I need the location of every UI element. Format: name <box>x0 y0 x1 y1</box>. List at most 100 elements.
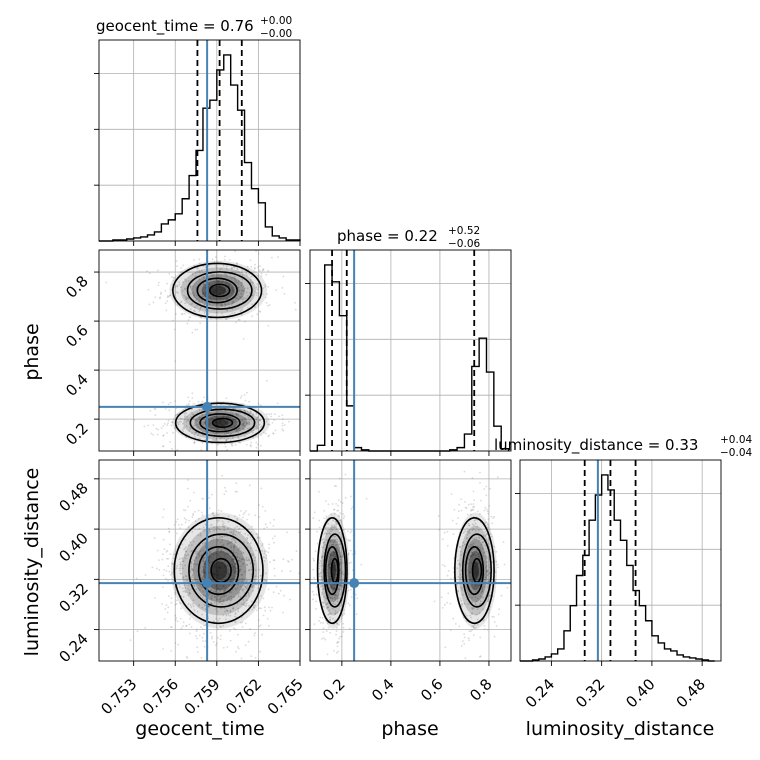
panel-geocent-time-vs-phase-scatter-point <box>281 418 284 421</box>
panel-geocent-time-vs-phase-scatter-point <box>268 434 271 437</box>
panel-geocent-time-vs-phase-scatter-point <box>232 300 235 303</box>
panel-phase-vs-luminosity-distance-scatter-point <box>476 618 479 621</box>
panel-geocent-time-vs-luminosity-distance-scatter-point <box>236 519 239 521</box>
panel-geocent-time-vs-luminosity-distance-scatter-point <box>202 560 205 563</box>
panel-phase-vs-luminosity-distance-scatter-point <box>348 562 351 565</box>
hist-geocent-time <box>94 39 301 246</box>
panel-geocent-time-vs-phase-scatter-point <box>202 292 205 295</box>
panel-geocent-time-vs-luminosity-distance-scatter-point <box>213 620 215 623</box>
panel-geocent-time-vs-luminosity-distance-scatter-point <box>218 601 221 604</box>
panel-geocent-time-vs-luminosity-distance-scatter-point <box>203 624 206 627</box>
panel-geocent-time-vs-luminosity-distance-density-0-0 <box>170 512 269 629</box>
panel-geocent-time-vs-luminosity-distance-scatter-point <box>185 579 188 582</box>
panel-geocent-time-vs-phase-scatter-point <box>231 267 233 270</box>
panel-phase-vs-luminosity-distance-scatter-point <box>462 640 464 643</box>
panel-geocent-time-vs-luminosity-distance-scatter-point <box>264 510 267 512</box>
panel-geocent-time-vs-luminosity-distance-scatter-point <box>193 585 196 587</box>
panel-geocent-time-vs-phase-scatter-point <box>243 409 246 412</box>
panel-geocent-time-vs-luminosity-distance-scatter-point <box>224 557 227 560</box>
panel-phase-vs-luminosity-distance-scatter-point <box>331 586 333 588</box>
panel-phase-vs-luminosity-distance-scatter-point <box>332 567 335 569</box>
panel-geocent-time-vs-luminosity-distance-scatter-point <box>202 557 205 560</box>
panel-phase-vs-luminosity-distance-scatter-point <box>325 515 328 518</box>
panel-phase-vs-luminosity-distance-scatter-point <box>332 568 335 571</box>
panel-phase-vs-luminosity-distance-scatter-point <box>333 508 336 511</box>
panel-geocent-time-vs-luminosity-distance-scatter-point <box>210 539 213 542</box>
panel-geocent-time-vs-phase-scatter-point <box>217 410 220 413</box>
panel-phase-vs-luminosity-distance-scatter-point <box>334 570 337 572</box>
panel-phase-vs-luminosity-distance-scatter-point <box>485 494 488 497</box>
panel-phase-vs-luminosity-distance-content <box>310 460 511 661</box>
panel-phase-vs-luminosity-distance-scatter-point <box>329 600 332 602</box>
panel-geocent-time-vs-luminosity-distance-scatter-point <box>185 550 188 553</box>
panel-geocent-time-vs-luminosity-distance-scatter-point <box>289 598 291 601</box>
panel-phase-vs-luminosity-distance-scatter-point <box>472 490 475 493</box>
panel-geocent-time-vs-luminosity-distance-scatter-point <box>175 616 178 619</box>
panel-geocent-time-vs-luminosity-distance-scatter-point <box>249 562 252 565</box>
panel-geocent-time-vs-phase-scatter-point <box>201 400 204 403</box>
panel-geocent-time-vs-luminosity-distance-scatter-point <box>169 543 171 546</box>
panel-phase-vs-luminosity-distance-scatter-point <box>475 573 477 575</box>
panel-geocent-time-vs-luminosity-distance-scatter-point <box>191 576 194 578</box>
panel-geocent-time-vs-phase-scatter-point <box>240 309 243 312</box>
panel-geocent-time-vs-luminosity-distance-scatter-point <box>226 543 229 545</box>
panel-geocent-time-vs-luminosity-distance-scatter-point <box>240 558 243 561</box>
panel-geocent-time-vs-phase-scatter-point <box>168 295 170 298</box>
panel-geocent-time-vs-luminosity-distance-scatter-point <box>201 577 204 580</box>
panel-phase-vs-luminosity-distance-scatter-point <box>325 603 328 606</box>
panel-phase-vs-luminosity-distance-scatter-point <box>340 579 343 582</box>
panel-phase-vs-luminosity-distance-scatter-point <box>318 490 320 493</box>
panel-phase-vs-luminosity-distance-scatter-point <box>468 558 470 561</box>
panel-phase-vs-luminosity-distance-scatter-point <box>321 617 324 619</box>
panel-geocent-time-vs-luminosity-distance-scatter-point <box>196 610 199 613</box>
panel-geocent-time-vs-luminosity-distance-scatter-point <box>222 595 225 597</box>
panel-geocent-time-vs-luminosity-distance-scatter-point <box>221 474 224 477</box>
panel-phase-vs-luminosity-distance-scatter-point <box>312 517 315 519</box>
panel-geocent-time-vs-luminosity-distance-scatter-point <box>232 561 235 563</box>
panel-geocent-time-vs-luminosity-distance-scatter-point <box>230 591 233 594</box>
panel-geocent-time-vs-phase-scatter-point <box>167 422 169 425</box>
panel-phase-vs-luminosity-distance-scatter-point <box>474 567 477 570</box>
panel-phase-vs-luminosity-distance-scatter-point <box>457 589 459 592</box>
panel-geocent-time-vs-phase-scatter-point <box>235 321 237 324</box>
panel-geocent-time-vs-luminosity-distance-scatter-point <box>203 572 206 574</box>
panel-geocent-time-vs-phase-scatter-point <box>167 419 170 422</box>
panel-geocent-time-vs-luminosity-distance-scatter-point <box>201 613 203 616</box>
panel-geocent-time-vs-luminosity-distance-scatter-point <box>249 550 251 552</box>
panel-geocent-time-vs-luminosity-distance-scatter-point <box>174 593 177 596</box>
panel-geocent-time-vs-luminosity-distance-scatter-point <box>163 548 166 550</box>
panel-phase-vs-luminosity-distance-scatter-point <box>484 567 487 569</box>
panel-geocent-time-vs-phase-scatter-point <box>211 287 214 290</box>
panel-geocent-time-vs-luminosity-distance-scatter-point <box>226 646 229 648</box>
panel-geocent-time-vs-luminosity-distance-scatter-point <box>217 549 219 552</box>
panel-phase-vs-luminosity-distance-scatter-point <box>458 625 461 628</box>
hist-geocent-time-frame <box>98 39 301 242</box>
panel-geocent-time-vs-phase-scatter-point <box>239 310 242 313</box>
panel-geocent-time-vs-phase-scatter-point <box>243 409 246 412</box>
panel-geocent-time-vs-luminosity-distance-scatter-point <box>246 537 249 539</box>
panel-geocent-time-vs-phase-scatter-point <box>173 328 176 331</box>
panel-phase-vs-luminosity-distance-scatter-point <box>324 526 327 529</box>
panel-geocent-time-vs-phase-scatter-point <box>185 298 188 301</box>
panel-geocent-time-vs-luminosity-distance-scatter-point <box>200 586 203 589</box>
panel-geocent-time-vs-phase-yticklabel-0: 0.2 <box>62 419 92 449</box>
panel-geocent-time-vs-luminosity-distance-scatter-point <box>234 578 237 581</box>
panel-geocent-time-vs-luminosity-distance-scatter-point <box>187 544 190 547</box>
panel-geocent-time-vs-phase-scatter-point <box>282 429 285 432</box>
panel-phase-vs-luminosity-distance-scatter-point <box>463 543 466 546</box>
panel-geocent-time-vs-luminosity-distance-scatter-point <box>184 591 187 593</box>
panel-geocent-time-vs-luminosity-distance-scatter-point <box>225 565 228 568</box>
panel-geocent-time-vs-luminosity-distance-scatter-point <box>236 556 239 559</box>
panel-geocent-time-vs-luminosity-distance-scatter-point <box>255 549 257 552</box>
panel-phase-vs-luminosity-distance-scatter-point <box>339 556 342 558</box>
panel-geocent-time-vs-luminosity-distance-xticklabel-1: 0.756 <box>139 675 182 718</box>
panel-geocent-time-vs-luminosity-distance-scatter-point <box>203 556 206 559</box>
panel-geocent-time-vs-phase-contour-1-1 <box>189 408 256 438</box>
panel-geocent-time-vs-luminosity-distance-scatter-point <box>180 567 182 570</box>
panel-phase-vs-luminosity-distance-scatter-point <box>333 555 336 558</box>
panel-geocent-time-vs-phase-scatter-point <box>208 264 210 267</box>
panel-geocent-time-vs-luminosity-distance-scatter-point <box>279 589 282 592</box>
panel-geocent-time-vs-luminosity-distance-scatter-point <box>234 565 236 568</box>
panel-geocent-time-vs-phase-scatter-point <box>202 275 205 277</box>
panel-geocent-time-vs-phase-scatter-point <box>211 417 214 420</box>
